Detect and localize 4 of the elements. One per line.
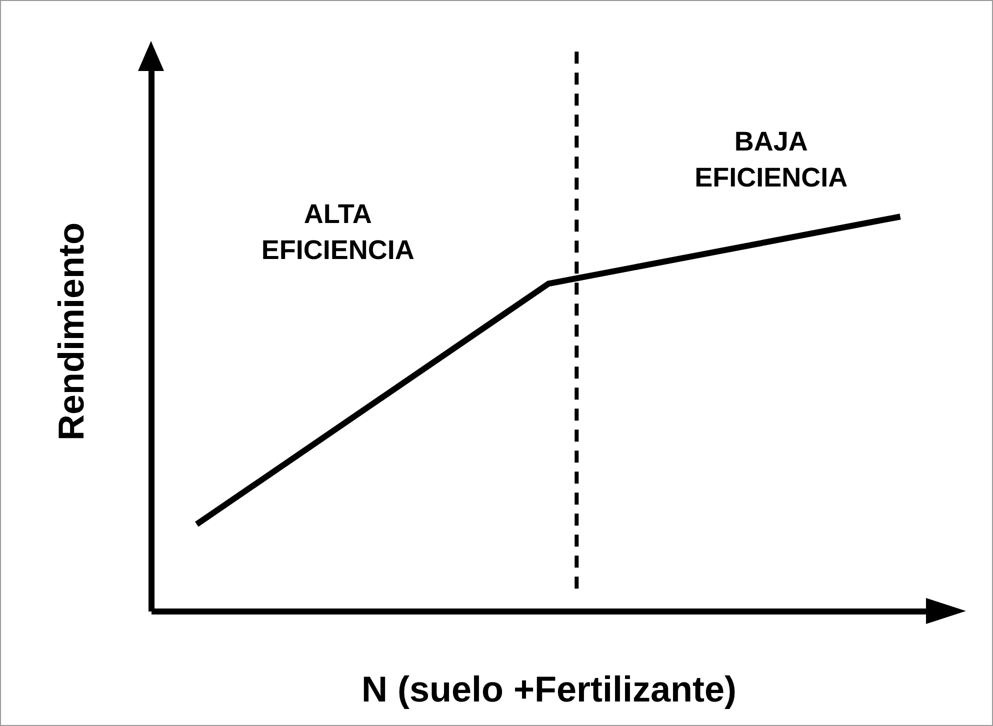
y-axis-title: Rendimiento [50, 222, 92, 441]
x-axis-title: N (suelo +Fertilizante) [361, 668, 737, 710]
text: BAJA EFICIENCIA [694, 126, 848, 192]
annotation: ALTA EFICIENCIA [261, 199, 414, 266]
